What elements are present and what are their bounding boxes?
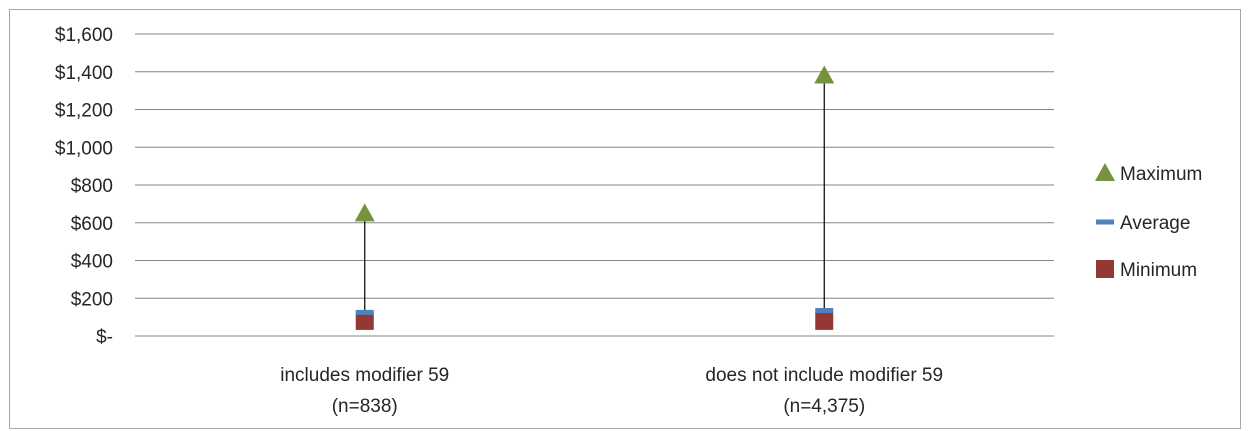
maximum-marker: [814, 65, 835, 84]
average-marker: [815, 308, 834, 314]
legend-average-label: Average: [1120, 213, 1190, 234]
chart-frame: [9, 9, 1241, 429]
y-axis-tick-labels: $- $200 $400 $600 $800 $1,000 $1,200 $1,400 $1,6…: [55, 25, 113, 348]
y-tick-label: $200: [71, 289, 113, 310]
maximum-marker: [354, 203, 375, 222]
legend-minimum-label: Minimum: [1120, 260, 1197, 281]
legend: Maximum Average Minimum: [1095, 163, 1202, 281]
x-category-count-label: (n=838): [332, 396, 398, 417]
average-marker: [355, 309, 374, 315]
legend-average-symbol: [1096, 219, 1114, 225]
y-tick-label: $800: [71, 176, 113, 197]
x-category-label: includes modifier 59: [280, 365, 449, 386]
legend-maximum-label: Maximum: [1120, 164, 1202, 185]
data-markers: [354, 65, 835, 330]
y-tick-label: $1,000: [55, 138, 113, 159]
y-tick-label: $-: [96, 327, 113, 348]
minimum-marker: [815, 311, 834, 330]
x-axis-category-labels: includes modifier 59 (n=838) does not incl…: [280, 365, 943, 417]
legend-minimum-symbol: [1096, 260, 1114, 278]
y-tick-label: $600: [71, 214, 113, 235]
y-tick-label: $1,400: [55, 63, 113, 84]
y-tick-label: $1,200: [55, 101, 113, 122]
high-low-lines: [364, 75, 825, 321]
gridlines: [135, 33, 1054, 337]
x-category-count-label: (n=4,375): [783, 396, 865, 417]
y-tick-label: $400: [71, 252, 113, 273]
minimum-marker: [355, 311, 374, 330]
legend-maximum-symbol: [1095, 163, 1115, 181]
y-tick-label: $1,600: [55, 25, 113, 46]
x-category-label: does not include modifier 59: [705, 365, 943, 386]
